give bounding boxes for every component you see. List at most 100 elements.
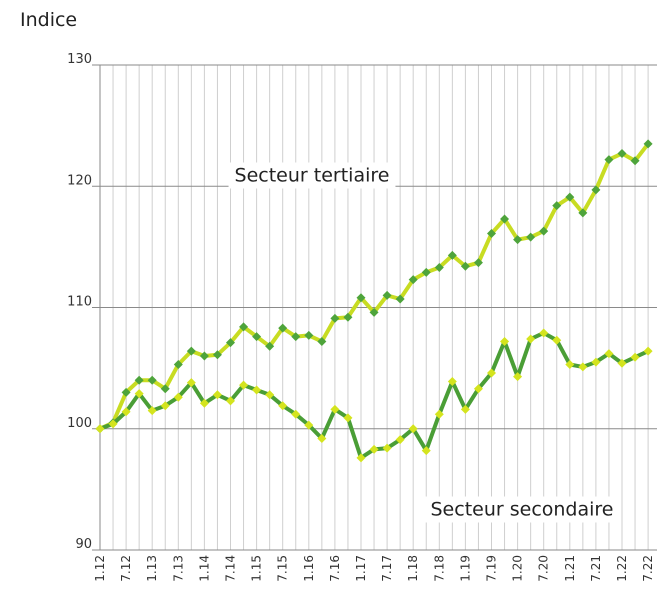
data-point bbox=[226, 396, 235, 406]
data-point bbox=[95, 424, 105, 434]
data-point bbox=[395, 435, 405, 445]
data-point bbox=[434, 262, 444, 272]
data-point bbox=[291, 332, 301, 342]
x-tick-label: 7.22 bbox=[641, 555, 655, 582]
data-point bbox=[421, 267, 431, 277]
x-tick-label: 1.13 bbox=[145, 555, 159, 582]
data-point bbox=[160, 401, 170, 411]
x-tick-label: 1.18 bbox=[406, 555, 420, 582]
data-point bbox=[473, 258, 483, 268]
x-tick-label: 1.12 bbox=[93, 555, 107, 582]
x-tick-label: 7.14 bbox=[224, 555, 238, 582]
data-point bbox=[239, 322, 249, 332]
data-point bbox=[212, 350, 222, 360]
data-point bbox=[160, 384, 170, 394]
data-point bbox=[330, 313, 340, 323]
data-point bbox=[212, 390, 222, 400]
data-point bbox=[447, 250, 457, 260]
data-point bbox=[565, 359, 575, 369]
data-point bbox=[591, 185, 601, 195]
data-point bbox=[186, 378, 196, 388]
data-point bbox=[565, 192, 575, 202]
data-point bbox=[382, 443, 392, 453]
series-label: Secteur secondaire bbox=[431, 499, 614, 521]
data-point bbox=[526, 334, 536, 344]
data-point bbox=[460, 261, 470, 271]
data-point bbox=[147, 406, 157, 416]
data-point bbox=[304, 330, 314, 340]
data-point bbox=[473, 384, 483, 394]
data-point bbox=[265, 390, 275, 400]
data-point bbox=[552, 335, 562, 345]
data-point bbox=[630, 156, 640, 166]
series-label: Secteur tertiaire bbox=[235, 165, 390, 187]
data-point bbox=[134, 375, 144, 385]
data-point bbox=[421, 446, 431, 456]
data-point bbox=[343, 312, 353, 322]
y-tick-label: 90 bbox=[75, 537, 92, 552]
data-point bbox=[591, 357, 601, 367]
x-tick-label: 7.18 bbox=[432, 555, 446, 582]
data-point bbox=[643, 346, 653, 356]
data-point bbox=[369, 307, 379, 317]
data-point bbox=[500, 214, 510, 224]
data-point bbox=[526, 232, 536, 242]
y-tick-label: 100 bbox=[67, 416, 92, 431]
data-point bbox=[552, 201, 562, 211]
data-point bbox=[356, 453, 366, 463]
data-point bbox=[617, 149, 627, 159]
data-point bbox=[604, 155, 614, 165]
x-tick-label: 1.17 bbox=[354, 555, 368, 582]
x-tick-label: 7.15 bbox=[276, 555, 290, 582]
data-point bbox=[487, 368, 496, 378]
data-point bbox=[434, 409, 444, 419]
data-point bbox=[408, 275, 418, 285]
series-label-bg bbox=[424, 496, 620, 523]
data-point bbox=[539, 226, 549, 236]
x-tick-label: 7.19 bbox=[485, 555, 499, 582]
data-point bbox=[278, 401, 288, 411]
data-point bbox=[147, 375, 157, 385]
data-point bbox=[199, 398, 209, 408]
y-tick-label: 130 bbox=[67, 52, 92, 67]
data-point bbox=[330, 404, 340, 414]
data-point bbox=[382, 290, 392, 300]
x-tick-label: 1.19 bbox=[458, 555, 472, 582]
x-tick-label: 7.12 bbox=[119, 555, 133, 582]
data-point bbox=[108, 419, 118, 429]
data-point bbox=[252, 385, 262, 395]
data-point bbox=[134, 389, 144, 399]
data-point bbox=[291, 409, 301, 419]
data-point bbox=[186, 346, 196, 356]
data-point bbox=[252, 332, 262, 342]
data-point bbox=[173, 392, 183, 402]
data-point bbox=[578, 362, 588, 372]
data-point bbox=[408, 424, 418, 434]
x-tick-label: 7.20 bbox=[537, 555, 551, 582]
y-tick-label: 120 bbox=[67, 173, 92, 188]
x-tick-label: 1.16 bbox=[302, 555, 316, 582]
y-tick-label: 110 bbox=[67, 295, 92, 310]
x-tick-label: 7.17 bbox=[380, 555, 394, 582]
data-point bbox=[265, 341, 275, 351]
data-point bbox=[578, 208, 588, 218]
data-point bbox=[356, 293, 366, 303]
data-point bbox=[643, 139, 653, 149]
data-point bbox=[447, 376, 457, 386]
series-label-bg bbox=[228, 162, 396, 189]
data-point bbox=[460, 404, 470, 414]
x-tick-label: 1.14 bbox=[197, 555, 211, 582]
x-tick-label: 1.22 bbox=[615, 555, 629, 582]
data-point bbox=[500, 336, 510, 346]
x-tick-label: 1.20 bbox=[511, 555, 525, 582]
data-point bbox=[121, 407, 131, 417]
data-point bbox=[173, 359, 183, 369]
data-point bbox=[539, 328, 549, 338]
x-tick-label: 7.16 bbox=[328, 555, 342, 582]
data-point bbox=[199, 351, 209, 361]
data-point bbox=[278, 323, 288, 333]
x-tick-label: 7.21 bbox=[589, 555, 603, 582]
data-point bbox=[304, 420, 314, 430]
data-point bbox=[513, 235, 523, 245]
